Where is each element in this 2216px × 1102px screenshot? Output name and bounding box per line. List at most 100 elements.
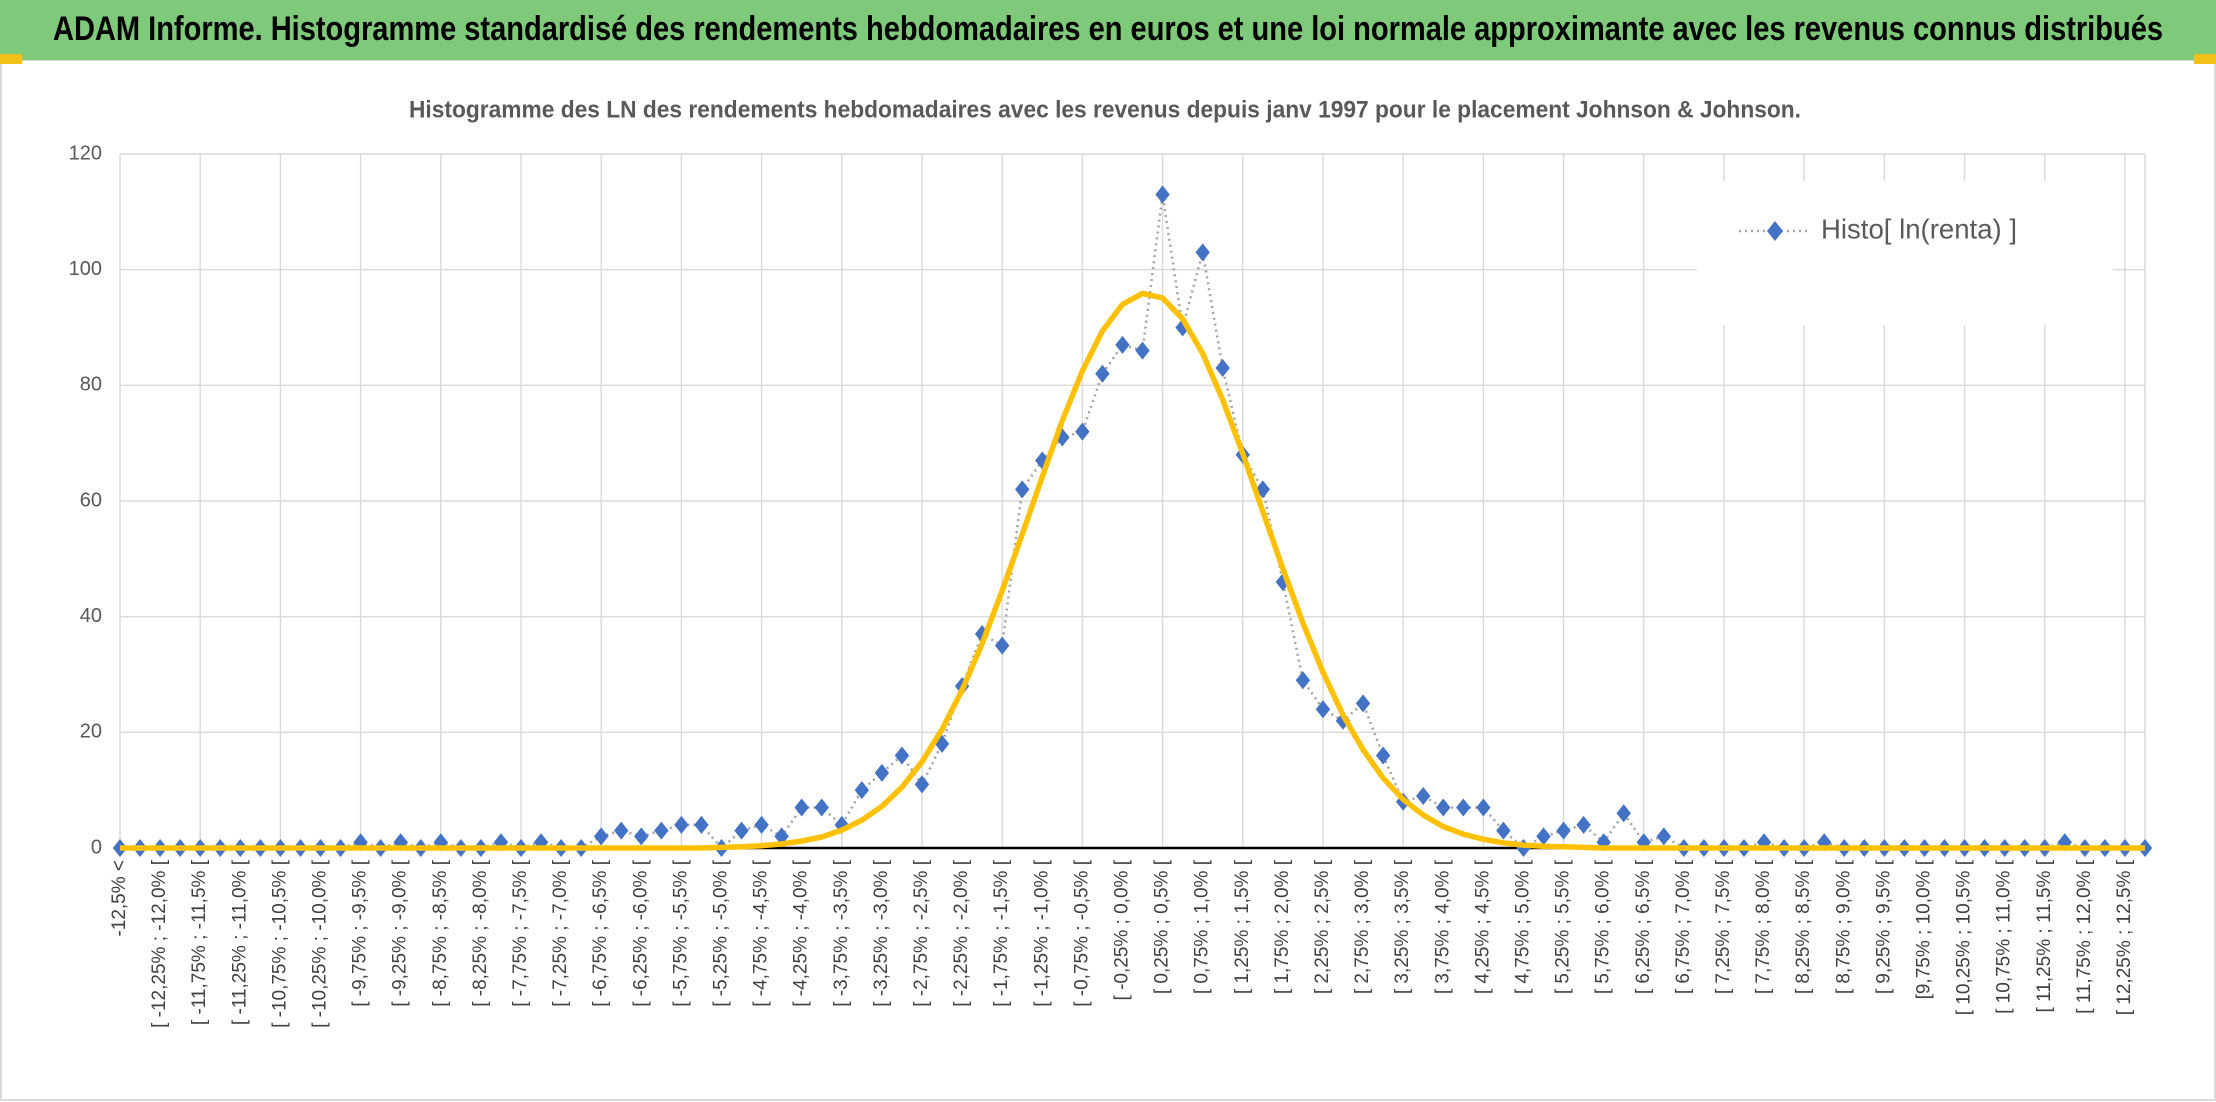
legend-box	[1697, 181, 2113, 325]
x-tick-label: [ 6,25% ; 6,5% [	[1633, 859, 1654, 994]
header-title: ADAM Informe. Histogramme standardisé de…	[53, 10, 2163, 48]
data-point	[1416, 786, 1431, 805]
x-tick-label: [ -6,25% ; -6,0% [	[630, 859, 651, 1007]
header-bar	[0, 0, 2216, 60]
x-tick-label: [ 4,75% ; 5,0% [	[1512, 859, 1533, 994]
data-point	[874, 763, 890, 782]
x-tick-label: [ -9,25% ; -9,0% [	[390, 859, 411, 1007]
data-point	[894, 746, 910, 765]
x-tick-label: [ 0,25% ; 0,5% [	[1152, 859, 1173, 994]
data-point	[533, 833, 549, 852]
y-tick-label: 40	[80, 605, 102, 627]
x-tick-label: [ -2,25% ; -2,0% [	[951, 859, 972, 1007]
x-tick-label: [ -5,75% ; -5,5% [	[670, 859, 691, 1007]
x-tick-label: [ -8,25% ; -8,0% [	[470, 859, 491, 1007]
x-tick-label: [ -10,25% ; -10,0% [	[310, 859, 331, 1028]
data-point	[1656, 827, 1672, 846]
data-point	[614, 821, 629, 840]
x-tick-label: [ 3,25% ; 3,5% [	[1392, 859, 1413, 994]
x-tick-label: [ 10,75% ; 11,0% [	[1994, 859, 2015, 1014]
data-point	[1375, 746, 1391, 765]
x-tick-label: [ -6,75% ; -6,5% [	[590, 859, 611, 1007]
x-tick-label: [ 7,25% ; 7,5% [	[1713, 859, 1734, 994]
legend-label: Histo[ ln(renta) ]	[1821, 213, 2017, 244]
data-point	[1355, 694, 1371, 713]
x-tick-label: [ -7,75% ; -7,5% [	[510, 859, 531, 1007]
x-tick-label: [ 4,25% ; 4,5% [	[1472, 859, 1493, 994]
y-tick-label: 100	[69, 258, 102, 280]
data-point	[854, 781, 870, 800]
data-point	[1576, 815, 1591, 834]
data-point	[1556, 821, 1571, 840]
data-point	[1496, 821, 1511, 840]
data-point	[1135, 341, 1150, 360]
data-point	[1616, 804, 1631, 823]
data-point	[1115, 335, 1130, 354]
data-point	[994, 636, 1010, 655]
data-point	[694, 815, 709, 834]
data-point	[674, 815, 689, 834]
data-point	[934, 734, 950, 753]
y-tick-label: 0	[91, 836, 102, 858]
x-tick-label: [ -2,75% ; -2,5% [	[911, 859, 932, 1007]
x-tick-label: [ 5,25% ; 5,5% [	[1553, 859, 1574, 994]
x-tick-label: [ -9,75% ; -9,5% [	[350, 859, 371, 1007]
data-point	[814, 798, 829, 817]
data-point	[654, 821, 669, 840]
x-tick-label: [ 7,75% ; 8,0% [	[1753, 859, 1774, 994]
x-tick-label: [ 5,75% ; 6,0% [	[1593, 859, 1614, 994]
x-tick-label: [ -7,25% ; -7,0% [	[550, 859, 571, 1007]
y-tick-label: 80	[80, 374, 102, 396]
x-tick-label: [ -10,75% ; -10,5% [	[269, 859, 290, 1028]
x-tick-label: [ -0,75% ; -0,5% [	[1071, 859, 1092, 1007]
x-tick-label: [ 12,25% ; 12,5% [	[2114, 859, 2135, 1015]
x-tick-label: [ -1,75% ; -1,5% [	[991, 859, 1012, 1007]
x-tick-label: [ 9,25% ; 9,5% [	[1873, 859, 1894, 994]
data-point	[1536, 827, 1551, 846]
x-tick-label: [ 8,75% ; 9,0% [	[1833, 859, 1854, 994]
y-tick-label: 20	[80, 721, 102, 743]
data-point	[1436, 798, 1451, 817]
x-tick-label: [ 2,75% ; 3,0% [	[1352, 859, 1373, 994]
x-tick-label: [ -1,25% ; -1,0% [	[1031, 859, 1052, 1007]
x-tick-label: [9,75% ; 10,0% [	[1913, 859, 1934, 999]
x-tick-label: [ 0,75% ; 1,0% [	[1192, 859, 1213, 994]
data-point	[1195, 243, 1210, 262]
data-point	[1155, 185, 1170, 204]
x-tick-label: [ 2,25% ; 2,5% [	[1312, 859, 1333, 994]
data-point	[593, 827, 609, 846]
x-tick-label: [ -3,25% ; -3,0% [	[871, 859, 892, 1007]
data-point	[1476, 798, 1491, 817]
chart-title: Histogramme des LN des rendements hebdom…	[409, 96, 1801, 123]
x-tick-label: [ 6,75% ; 7,0% [	[1673, 859, 1694, 994]
x-tick-label: [ 1,25% ; 1,5% [	[1232, 859, 1253, 994]
x-tick-label: [ -4,75% ; -4,5% [	[751, 859, 772, 1007]
data-point	[1315, 700, 1331, 719]
x-tick-label: [ -3,75% ; -3,5% [	[831, 859, 852, 1007]
x-tick-label: -12,5% <	[109, 860, 130, 937]
x-tick-label: [ 11,25% ; 11,5% [	[2034, 859, 2055, 1012]
data-point	[634, 827, 649, 846]
data-point	[794, 798, 809, 817]
data-point	[1335, 711, 1351, 730]
x-tick-label: [ 3,75% ; 4,0% [	[1432, 859, 1453, 994]
x-tick-label: [ -11,25% ; -11,0% [	[229, 859, 250, 1025]
y-tick-label: 60	[80, 489, 102, 511]
x-tick-label: [ -0,25% ; 0,0% [	[1111, 859, 1132, 1000]
x-tick-label: [ -4,25% ; -4,0% [	[791, 859, 812, 1007]
data-point	[1456, 798, 1471, 817]
x-tick-label: [ 1,75% ; 2,0% [	[1272, 859, 1293, 994]
data-point	[1295, 671, 1311, 690]
data-point	[1075, 422, 1090, 441]
x-tick-label: [ -5,25% ; -5,0% [	[711, 859, 732, 1007]
data-point	[1015, 480, 1030, 499]
x-tick-label: [ -8,75% ; -8,5% [	[430, 859, 451, 1007]
corner	[0, 54, 22, 64]
x-tick-label: [ 10,25% ; 10,5% [	[1954, 859, 1975, 1015]
corner	[2194, 54, 2216, 64]
x-tick-label: [ 8,25% ; 8,5% [	[1793, 859, 1814, 994]
data-point	[1215, 358, 1230, 377]
legend-marker	[1767, 221, 1783, 241]
x-tick-label: [ -11,75% ; -11,5% [	[189, 859, 210, 1025]
